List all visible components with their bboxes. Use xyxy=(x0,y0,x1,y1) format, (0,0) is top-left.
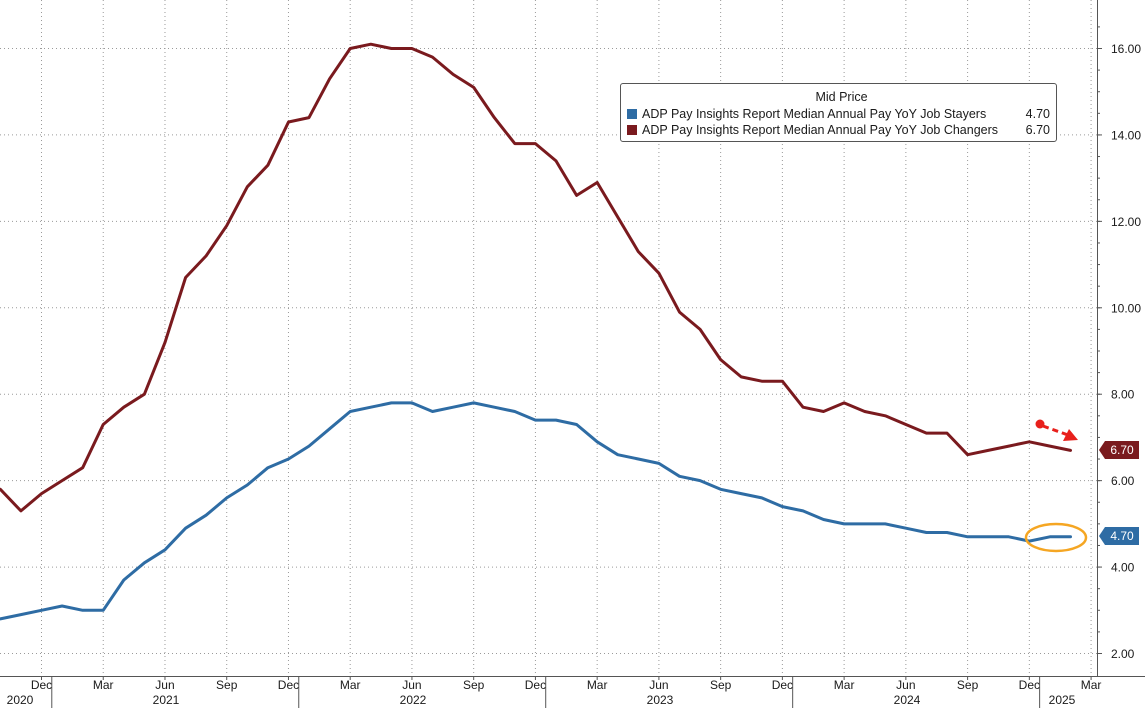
x-tick-label: Sep xyxy=(957,678,979,692)
annotation-arrow-shaft xyxy=(1042,424,1069,437)
x-tick-label: Jun xyxy=(155,678,174,692)
last-value-label-job-stayers: 4.70 xyxy=(1099,527,1139,545)
legend-value-job-stayers: 4.70 xyxy=(1025,107,1050,121)
annotation-arrow-head xyxy=(1063,429,1078,441)
y-tick-label: 6.00 xyxy=(1111,474,1135,488)
chart-legend: Mid Price ADP Pay Insights Report Median… xyxy=(620,83,1057,142)
y-tick-label: 4.00 xyxy=(1111,561,1135,575)
year-label: 2022 xyxy=(400,693,427,707)
x-tick-label: Jun xyxy=(896,678,915,692)
legend-label-job-stayers: ADP Pay Insights Report Median Annual Pa… xyxy=(642,107,987,121)
x-tick-label: Jun xyxy=(402,678,421,692)
x-tick-label: Dec xyxy=(525,678,546,692)
x-tick-label: Mar xyxy=(834,678,855,692)
x-tick-label: Dec xyxy=(31,678,52,692)
x-tick-label: Mar xyxy=(340,678,361,692)
annotation-dot xyxy=(1035,419,1045,429)
annotations xyxy=(1024,419,1088,553)
y-tick-label: 12.00 xyxy=(1111,215,1141,229)
x-tick-label: Mar xyxy=(1081,678,1102,692)
year-label: 2024 xyxy=(894,693,921,707)
x-tick-label: Mar xyxy=(93,678,114,692)
x-tick-label: Dec xyxy=(772,678,793,692)
x-tick-label: Dec xyxy=(1019,678,1040,692)
year-label: 2025 xyxy=(1049,693,1076,707)
x-tick-label: Dec xyxy=(278,678,299,692)
y-tick-label: 8.00 xyxy=(1111,388,1135,402)
y-tick-label: 2.00 xyxy=(1111,647,1135,661)
y-tick-label: 10.00 xyxy=(1111,301,1141,315)
legend-item-job-changers: ADP Pay Insights Report Median Annual Pa… xyxy=(627,122,1056,138)
series-line-job-stayers xyxy=(0,401,1072,621)
legend-swatch-job-stayers xyxy=(627,109,637,119)
x-tick-label: Sep xyxy=(710,678,732,692)
year-label: 2020 xyxy=(7,693,34,707)
year-label: 2021 xyxy=(153,693,180,707)
last-value-label-job-changers: 6.70 xyxy=(1099,441,1139,459)
legend-title: Mid Price xyxy=(815,90,868,104)
x-tick-label: Sep xyxy=(463,678,485,692)
series-lines xyxy=(0,42,1072,621)
legend-label-job-changers: ADP Pay Insights Report Median Annual Pa… xyxy=(642,123,999,137)
year-label: 2023 xyxy=(647,693,674,707)
legend-value-job-changers: 6.70 xyxy=(1025,123,1050,137)
series-line-job-changers xyxy=(0,42,1072,513)
legend-item-job-stayers: ADP Pay Insights Report Median Annual Pa… xyxy=(627,106,1056,122)
x-tick-label: Sep xyxy=(216,678,238,692)
x-tick-label: Jun xyxy=(649,678,668,692)
annotation-highlight-ellipse xyxy=(1024,522,1088,553)
legend-swatch-job-changers xyxy=(627,125,637,135)
y-tick-label: 16.00 xyxy=(1111,42,1141,56)
y-tick-label: 14.00 xyxy=(1111,128,1141,142)
x-tick-label: Mar xyxy=(587,678,608,692)
